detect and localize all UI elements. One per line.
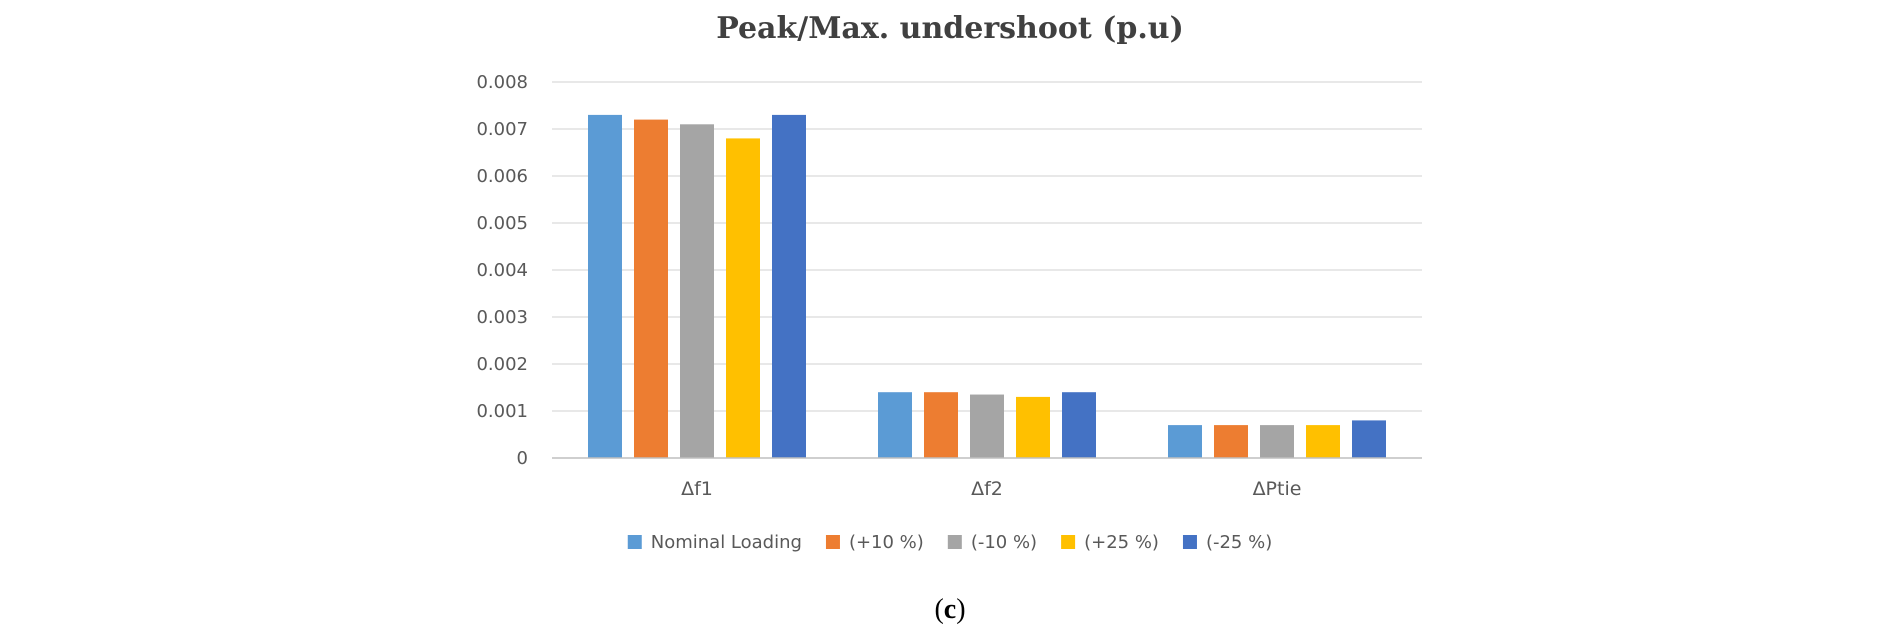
- y-tick-label: 0.002: [476, 354, 528, 375]
- bar: [680, 124, 714, 459]
- legend-swatch: [1061, 535, 1076, 549]
- bar: [634, 119, 668, 458]
- caption-open: (: [934, 594, 943, 625]
- legend-item: (+10 %): [825, 532, 924, 553]
- x-axis-categories: Δf1 Δf2 ΔPtie: [681, 478, 1301, 500]
- legend-label: Nominal Loading: [651, 532, 802, 553]
- y-tick-label: 0.008: [476, 72, 528, 93]
- y-tick-label: 0.005: [476, 213, 528, 234]
- legend-label: (-10 %): [971, 532, 1037, 553]
- x-tick-label: Δf2: [971, 478, 1003, 500]
- bar: [772, 114, 806, 459]
- legend-item: Nominal Loading: [627, 532, 802, 553]
- bar: [1260, 425, 1294, 458]
- y-tick-label: 0.001: [476, 401, 528, 422]
- bar: [924, 392, 958, 458]
- bar: [1168, 425, 1202, 458]
- bar: [1062, 392, 1096, 458]
- y-tick-label: 0.007: [476, 119, 528, 140]
- legend-item: (-10 %): [947, 532, 1037, 553]
- y-tick-label: 0.003: [476, 307, 528, 328]
- x-tick-label: ΔPtie: [1253, 478, 1302, 500]
- chart-title: Peak/Max. undershoot (p.u): [716, 11, 1184, 46]
- bar: [878, 392, 912, 458]
- caption-letter: c: [944, 594, 956, 625]
- legend: Nominal Loading (+10 %) (-10 %) (+25 %) (-25…: [627, 532, 1272, 553]
- bar: [1214, 425, 1248, 458]
- legend-label: (+25 %): [1084, 532, 1159, 553]
- bar: [1016, 396, 1050, 458]
- legend-label: (-25 %): [1206, 532, 1272, 553]
- legend-swatch: [627, 535, 642, 549]
- y-axis-ticks: 0 0.001 0.002 0.003 0.004 0.005 0.006 0.007 0.00…: [476, 72, 528, 469]
- x-tick-label: Δf1: [681, 478, 713, 500]
- bar: [1306, 425, 1340, 458]
- legend-swatch: [1182, 535, 1197, 549]
- legend-item: (-25 %): [1182, 532, 1272, 553]
- y-tick-label: 0: [517, 448, 528, 469]
- caption-close: ): [956, 594, 965, 625]
- bar: [1352, 420, 1386, 458]
- y-tick-label: 0.004: [476, 260, 528, 281]
- y-tick-label: 0.006: [476, 166, 528, 187]
- bar: [970, 394, 1004, 458]
- figure-caption: (c): [934, 594, 965, 625]
- legend-swatch: [947, 535, 962, 549]
- legend-item: (+25 %): [1061, 532, 1159, 553]
- bar: [726, 138, 760, 458]
- bars: [588, 114, 1386, 459]
- bar: [588, 114, 622, 459]
- legend-swatch: [825, 535, 840, 549]
- legend-label: (+10 %): [849, 532, 924, 553]
